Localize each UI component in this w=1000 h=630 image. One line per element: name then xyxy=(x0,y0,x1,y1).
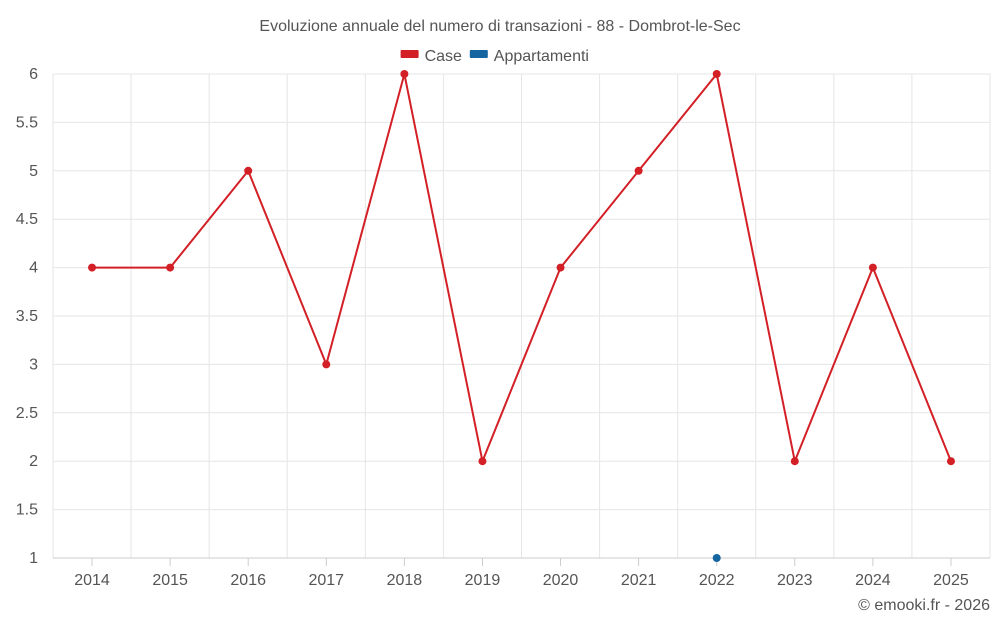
series-case xyxy=(88,70,955,466)
y-tick-label: 6 xyxy=(29,66,38,83)
x-tick-label: 2022 xyxy=(699,572,735,589)
grid xyxy=(52,73,991,558)
x-tick-label: 2014 xyxy=(74,572,110,589)
x-tick-label: 2015 xyxy=(152,572,188,589)
x-tick-label: 2024 xyxy=(855,572,891,589)
data-point xyxy=(166,263,175,272)
y-tick-label: 1.5 xyxy=(16,502,38,519)
y-tick-label: 4 xyxy=(29,260,38,277)
x-tick-label: 2023 xyxy=(777,572,813,589)
legend-item-case[interactable]: Case xyxy=(400,48,462,65)
credit-text: © emooki.fr - 2026 xyxy=(858,597,990,614)
data-point xyxy=(712,70,721,78)
y-tick-label: 2 xyxy=(29,453,38,470)
y-tick-label: 3 xyxy=(29,356,38,373)
legend-label: Appartamenti xyxy=(494,48,589,65)
x-tick-label: 2018 xyxy=(387,572,423,589)
data-point xyxy=(868,263,877,272)
data-point xyxy=(634,166,643,175)
y-tick-label: 3.5 xyxy=(16,308,38,325)
legend-swatch xyxy=(400,50,419,58)
legend: Case Appartamenti xyxy=(400,48,589,65)
x-tick-label: 2017 xyxy=(308,572,344,589)
data-point xyxy=(712,554,721,562)
y-tick-label: 1 xyxy=(29,550,38,567)
legend-swatch xyxy=(469,50,488,58)
legend-item-appartamenti[interactable]: Appartamenti xyxy=(469,48,589,65)
x-tick-label: 2025 xyxy=(933,572,969,589)
x-tick-label: 2021 xyxy=(621,572,657,589)
data-point xyxy=(322,360,331,369)
data-point xyxy=(400,70,409,78)
chart-title: Evoluzione annuale del numero di transaz… xyxy=(259,18,740,35)
data-point xyxy=(244,166,253,175)
data-point xyxy=(790,457,799,466)
axes: 1 1.5 2 2.5 3 3.5 4 4.5 5 5.5 6 2014 2015 2016 2017 201… xyxy=(16,66,990,589)
x-tick-label: 2019 xyxy=(465,572,501,589)
series-appartamenti xyxy=(712,554,721,562)
y-tick-label: 5 xyxy=(29,163,38,180)
series-line xyxy=(92,73,952,463)
series xyxy=(88,70,955,562)
x-tick-label: 2016 xyxy=(230,572,266,589)
data-point xyxy=(946,457,955,466)
y-tick-label: 2.5 xyxy=(16,405,38,422)
data-point xyxy=(88,263,97,272)
data-point xyxy=(556,263,565,272)
x-tick-label: 2020 xyxy=(543,572,579,589)
data-point xyxy=(478,457,487,466)
legend-label: Case xyxy=(425,48,462,65)
y-tick-label: 5.5 xyxy=(16,114,38,131)
y-tick-label: 4.5 xyxy=(16,211,38,228)
